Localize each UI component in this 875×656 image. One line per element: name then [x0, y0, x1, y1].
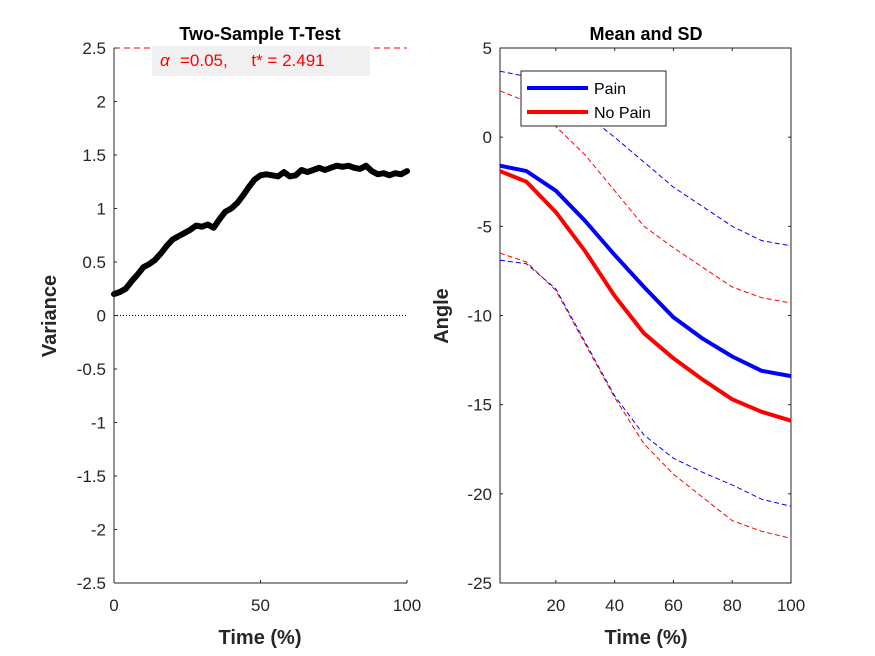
right-series-group: [499, 163, 792, 423]
left-chart-title: Two-Sample T-Test: [179, 24, 340, 44]
legend-label-pain: Pain: [594, 81, 626, 98]
right-chart-title: Mean and SD: [589, 24, 702, 44]
left-y-ticks: -2.5 -2 -1.5 -1 -0.5 0 0.5 1 1.5 2 2.5: [77, 39, 117, 593]
left-y-tick-label: -0.5: [77, 360, 106, 379]
left-x-tick-label: 0: [109, 596, 118, 615]
series-line-pain: [499, 163, 792, 379]
left-y-tick-label: -1.5: [77, 467, 106, 486]
right-x-tick-label: 40: [605, 596, 624, 615]
series-line-no-pain: [499, 169, 792, 423]
left-y-tick-label: 0: [97, 307, 106, 326]
right-x-label: Time (%): [605, 627, 688, 649]
left-y-tick-label: -2: [91, 521, 106, 540]
right-y-tick-label: 0: [483, 128, 492, 147]
left-series-group: [111, 162, 410, 298]
sd-band-upper-1: [499, 90, 792, 304]
variance-line: [111, 162, 410, 298]
left-y-tick-label: 1: [97, 200, 106, 219]
right-x-ticks: 20 40 60 80 100: [546, 48, 805, 615]
left-x-tick-label: 50: [251, 596, 270, 615]
right-y-tick-label: -10: [467, 307, 492, 326]
right-y-tick-label: -5: [477, 217, 492, 236]
alpha-symbol: α: [160, 51, 171, 70]
threshold-annotation-box: [152, 46, 370, 76]
left-y-tick-label: 1.5: [82, 146, 106, 165]
left-x-label: Time (%): [219, 627, 302, 649]
left-y-tick-label: -2.5: [77, 574, 106, 593]
right-plot-area: [499, 47, 792, 584]
left-y-tick-label: 0.5: [82, 253, 106, 272]
threshold-annotation: =0.05, t* = 2.491: [180, 51, 325, 70]
left-chart: -2.5 -2 -1.5 -1 -0.5 0 0.5 1 1.5 2 2.5 0 50 100 Two-…: [39, 24, 421, 649]
right-x-tick-label: 100: [777, 596, 805, 615]
left-x-tick-label: 100: [393, 596, 421, 615]
right-y-tick-label: -25: [467, 574, 492, 593]
legend-box: [520, 70, 667, 127]
right-x-tick-label: 80: [723, 596, 742, 615]
right-x-tick-label: 20: [546, 596, 565, 615]
left-x-ticks: 0 50 100: [109, 580, 421, 615]
legend: Pain No Pain: [520, 70, 667, 127]
sd-band-lower-0: [499, 259, 792, 507]
right-y-tick-label: -15: [467, 396, 492, 415]
right-y-label: Angle: [431, 288, 453, 344]
right-x-tick-label: 60: [664, 596, 683, 615]
left-y-tick-label: 2.5: [82, 39, 106, 58]
left-y-label: Variance: [39, 275, 61, 357]
left-y-tick-label: -1: [91, 414, 106, 433]
right-y-ticks: -25 -20 -15 -10 -5 0 5: [467, 39, 791, 593]
legend-label-no-pain: No Pain: [594, 105, 651, 122]
right-y-tick-label: -20: [467, 485, 492, 504]
right-chart: -25 -20 -15 -10 -5 0 5 20 40 60 80 100 Mean and SD…: [431, 24, 805, 649]
right-y-tick-label: 5: [483, 39, 492, 58]
left-y-tick-label: 2: [97, 93, 106, 112]
